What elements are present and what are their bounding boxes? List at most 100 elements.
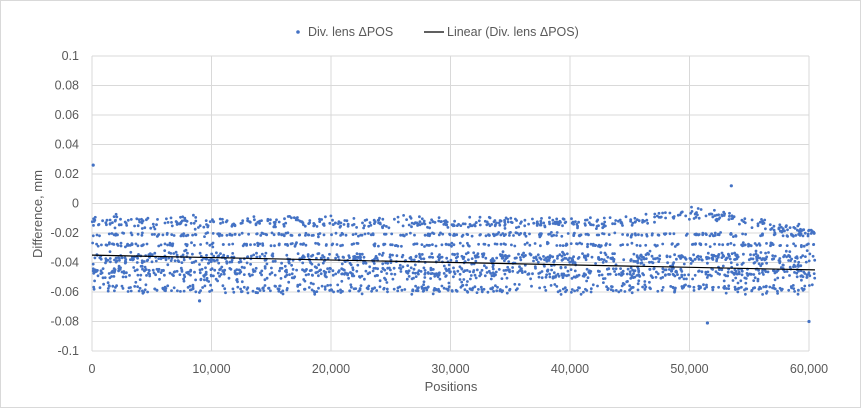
scatter-point (211, 241, 215, 245)
legend: Div. lens ΔPOS Linear (Div. lens ΔPOS) (296, 25, 579, 39)
scatter-point (562, 217, 566, 221)
scatter-point (189, 269, 192, 273)
scatter-point (260, 219, 263, 223)
scatter-point (494, 233, 498, 237)
scatter-point (524, 234, 528, 238)
scatter-point (136, 285, 140, 288)
scatter-point (550, 268, 553, 272)
scatter-point (339, 221, 343, 225)
scatter-point (344, 271, 347, 275)
scatter-point (431, 268, 435, 271)
scatter-point (561, 224, 564, 228)
scatter-point (690, 243, 694, 246)
scatter-point (559, 265, 563, 269)
scatter-point (684, 234, 688, 237)
scatter-point (612, 267, 615, 271)
scatter-point (390, 272, 393, 276)
scatter-point (693, 273, 697, 277)
scatter-point (632, 252, 636, 256)
scatter-point (760, 258, 764, 261)
scatter-point (218, 274, 222, 278)
scatter-point (153, 227, 157, 231)
scatter-point (742, 252, 745, 256)
scatter-point (362, 226, 365, 230)
scatter-point (803, 284, 807, 288)
scatter-point (285, 253, 289, 257)
scatter-point (584, 218, 587, 222)
scatter-point (413, 242, 417, 246)
scatter-point (248, 220, 252, 224)
scatter-point (555, 285, 559, 288)
scatter-point (164, 258, 168, 262)
scatter-point (482, 287, 486, 291)
scatter-point (509, 216, 513, 220)
scatter-point (140, 227, 144, 230)
scatter-point (197, 226, 200, 229)
scatter-point (217, 232, 221, 236)
scatter-point (389, 268, 392, 272)
scatter-point (478, 215, 482, 219)
scatter-point (111, 284, 115, 288)
scatter-point (194, 216, 198, 219)
scatter-point (795, 271, 799, 275)
scatter-point (758, 220, 762, 224)
scatter-point (107, 272, 111, 275)
scatter-point (655, 270, 658, 274)
scatter-point (133, 285, 137, 288)
scatter-point (385, 287, 389, 291)
scatter-point (208, 220, 212, 224)
scatter-point (478, 223, 482, 227)
scatter-point (749, 257, 753, 261)
scatter-point (170, 233, 174, 237)
scatter-point (489, 277, 493, 281)
scatter-point (314, 241, 317, 245)
scatter-point (641, 272, 644, 275)
scatter-point (402, 234, 406, 238)
scatter-point (643, 287, 647, 291)
scatter-point-outlier (197, 299, 202, 303)
scatter-point (678, 276, 681, 280)
scatter-point (111, 221, 114, 225)
scatter-point (91, 234, 95, 238)
scatter-point (484, 256, 488, 260)
scatter-point (543, 264, 546, 268)
scatter-point (450, 223, 454, 227)
scatter-point (506, 220, 510, 224)
scatter-point (517, 283, 521, 286)
scatter-point (233, 269, 237, 273)
scatter-point (148, 274, 152, 278)
scatter-point (191, 252, 194, 256)
scatter-point (330, 233, 333, 237)
scatter-point (539, 257, 543, 261)
scatter-point (278, 266, 282, 270)
scatter-point (742, 220, 746, 224)
scatter-point (543, 225, 547, 229)
scatter-point (199, 289, 203, 292)
scatter-point (309, 281, 313, 285)
scatter-point (225, 261, 229, 265)
scatter-point (800, 278, 803, 282)
scatter-point (266, 219, 270, 223)
scatter-point (377, 221, 380, 225)
scatter-point (346, 272, 350, 276)
scatter-point (738, 222, 741, 226)
scatter-point (222, 253, 226, 257)
scatter-point (125, 224, 129, 227)
scatter-point (754, 249, 758, 253)
scatter-point (573, 269, 577, 273)
scatter-point (303, 224, 307, 228)
scatter-point (563, 286, 567, 290)
scatter-point (389, 261, 393, 264)
scatter-point (129, 231, 133, 235)
scatter-point (632, 269, 636, 273)
scatter-point (182, 279, 186, 283)
scatter-point (236, 285, 240, 289)
scatter-point (571, 261, 575, 265)
scatter-point (765, 261, 768, 265)
scatter-point (718, 272, 721, 276)
y-tick-label: 0.02 (55, 167, 79, 181)
scatter-point (255, 255, 259, 259)
scatter-point (381, 262, 385, 266)
scatter-point (339, 234, 342, 237)
scatter-point (362, 255, 366, 259)
